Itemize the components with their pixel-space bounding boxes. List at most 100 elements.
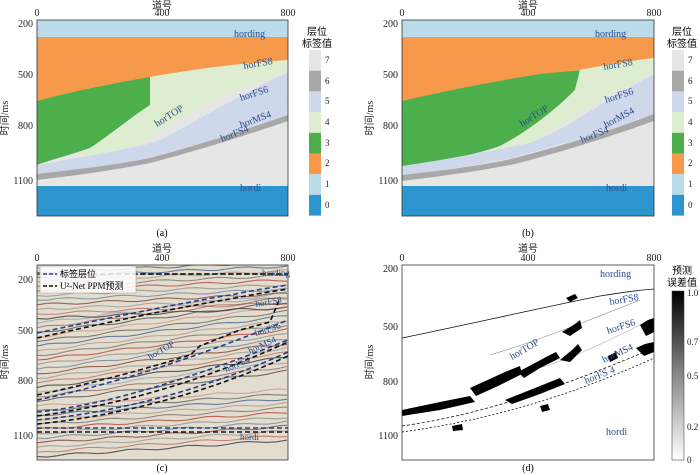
- y-tick-a-3: 1100: [13, 176, 33, 187]
- y-tick-a-1: 500: [18, 70, 33, 81]
- x-axis-title-a: 道号: [152, 0, 172, 12]
- predicted-horizons-c: [37, 273, 288, 433]
- colorbar-b-tick-0: 0: [688, 200, 693, 210]
- y-tick-c-2: 800: [18, 376, 33, 387]
- seismic-reflector: [37, 369, 288, 402]
- x-tick-b-2: 800: [647, 8, 662, 19]
- panel-d: hording horFS8 horFS6 horTOP horMS4 horF…: [363, 242, 699, 474]
- y-tick-c-3: 1100: [13, 431, 33, 442]
- y-axis-title-c: 时间/ms: [0, 345, 11, 380]
- y-axis-title-a: 时间/ms: [0, 101, 11, 136]
- seismic-reflector: [37, 339, 287, 370]
- horizon-label-d-horfs8: horFS8: [609, 292, 640, 308]
- colorbar-b-tick-6: 6: [688, 76, 693, 86]
- horizon-label-b-horfs8: horFS8: [603, 57, 634, 73]
- error-blobs-d: [402, 294, 654, 431]
- y-tick-d-2: 800: [383, 377, 398, 388]
- y-axis-a: 200 500 800 1100 时间/ms: [0, 19, 33, 187]
- seismic-reflector: [37, 321, 288, 352]
- seismic-reflector: [37, 435, 288, 453]
- y-axis-title-d: 时间/ms: [363, 345, 376, 380]
- panel-c: 标签层位 U²-Net PPM预测 hording horFS8 horFS6 …: [0, 242, 296, 474]
- x-axis-a: 0 400 800 道号: [35, 0, 296, 19]
- x-axis-c: 0 400 800 道号: [35, 242, 296, 264]
- colorbar-a-title-1: 层位: [307, 25, 327, 38]
- y-tick-a-0: 200: [18, 19, 33, 30]
- layer-map-a: [37, 20, 288, 216]
- seismic-reflector: [37, 291, 288, 324]
- x-tick-d-0: 0: [400, 253, 405, 264]
- seismic-reflector: [37, 333, 288, 366]
- colorbar-b-tick-1: 1: [688, 179, 693, 189]
- horizon-label-a-hording: hording: [234, 29, 265, 40]
- y-tick-c-0: 200: [18, 275, 33, 286]
- colorbar-a-tick-4: 4: [325, 117, 330, 127]
- seismic-reflectors: [37, 265, 288, 458]
- caption-c: (c): [156, 463, 167, 474]
- colorbar-a-tick-0: 0: [325, 200, 330, 210]
- colorbar-a: 层位 标签值 7 6 5 4 3 2 1 0: [302, 25, 332, 216]
- error-traces-d: [402, 288, 654, 433]
- x-axis-title-b: 道号: [518, 0, 538, 12]
- colorbar-d-tick-1-0: 1.0: [687, 288, 699, 298]
- seismic-section-c: [37, 265, 288, 460]
- colorbar-a-tick-1: 1: [325, 179, 330, 189]
- seismic-reflector: [37, 388, 288, 407]
- x-tick-d-2: 800: [647, 253, 662, 264]
- colorbar-a-tick-2: 2: [325, 158, 330, 168]
- horizon-label-d-hordi: hordi: [606, 427, 627, 438]
- x-tick-d-1: 400: [521, 253, 536, 264]
- colorbar-a-title-2: 标签值: [302, 37, 332, 50]
- x-axis-b: 0 400 800 道号: [400, 0, 662, 19]
- legend-c: 标签层位 U²-Net PPM预测: [39, 265, 137, 294]
- seismic-reflector: [37, 343, 288, 375]
- y-tick-d-1: 500: [383, 322, 398, 333]
- colorbar-a-tick-5: 5: [325, 96, 330, 106]
- seismic-reflector: [37, 315, 288, 347]
- y-axis-b: 200 500 800 1100 时间/ms: [363, 19, 398, 187]
- colorbar-b: 层位 标签值 7 6 5 4 3 2 1 0: [667, 25, 697, 216]
- caption-d: (d): [522, 463, 534, 474]
- seismic-reflector: [37, 401, 288, 421]
- colorbar-b-tick-3: 3: [688, 138, 693, 148]
- colorbar-d-title-1: 预测: [672, 264, 692, 277]
- x-tick-c-0: 0: [35, 253, 40, 264]
- y-tick-a-2: 800: [18, 121, 33, 132]
- colorbar-d-tick-0-7: 0.7: [687, 337, 699, 347]
- horizon-label-c-hording: hording: [262, 268, 290, 278]
- x-tick-a-0: 0: [35, 8, 40, 19]
- colorbar-a-tick-7: 7: [325, 55, 330, 65]
- error-map-d: [402, 265, 654, 460]
- y-tick-b-2: 800: [383, 121, 398, 132]
- seismic-reflector: [37, 417, 288, 435]
- y-axis-title-b: 时间/ms: [363, 101, 376, 136]
- y-axis-d: 200 500 800 1100 时间/ms: [363, 264, 398, 442]
- legend-label-horizon: 标签层位: [60, 268, 96, 279]
- seismic-reflector: [37, 393, 288, 412]
- colorbar-b-title-1: 层位: [672, 25, 692, 38]
- seismic-reflector: [37, 302, 288, 333]
- colorbar-a-tick-3: 3: [325, 138, 330, 148]
- horizon-label-a-horfs8: horFS8: [243, 56, 274, 72]
- colorbar-d-title-2: 误差值: [667, 276, 697, 289]
- caption-a: (a): [156, 228, 167, 239]
- seismic-reflector: [37, 328, 288, 361]
- seismic-reflector: [37, 412, 288, 430]
- colorbar-d-tick-0-5: 0.5: [687, 371, 699, 381]
- layer-map-b: [402, 20, 654, 216]
- x-axis-title-c: 道号: [152, 242, 172, 255]
- colorbar-b-tick-5: 5: [688, 96, 693, 106]
- seismic-reflector: [37, 406, 288, 425]
- legend-label-predicted: U²-Net PPM预测: [60, 281, 123, 291]
- x-axis-d: 0 400 800 道号: [400, 242, 662, 264]
- horizon-label-b-hording: hording: [595, 29, 626, 40]
- horizon-label-c-hordi: hordi: [240, 432, 259, 442]
- colorbar-d-tick-0: 0: [687, 455, 692, 465]
- seismic-reflector: [37, 430, 288, 448]
- y-tick-d-0: 200: [383, 264, 398, 275]
- colorbar-a-tick-6: 6: [325, 76, 330, 86]
- horizon-label-b-hordi: hordi: [606, 183, 627, 194]
- colorbar-d: 预测 误差值 1.0 0.7 0.5 0.2 0: [667, 264, 699, 465]
- seismic-reflector: [37, 297, 288, 310]
- seismic-reflector: [37, 439, 288, 458]
